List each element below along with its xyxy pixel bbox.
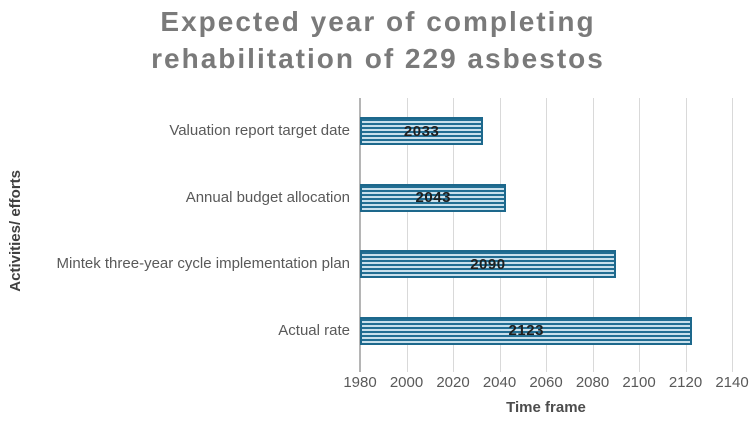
bar: 2033 <box>360 117 484 146</box>
x-tick-label: 2080 <box>575 374 610 391</box>
bar: 2043 <box>360 183 507 212</box>
category-label: Mintek three-year cycle implementation p… <box>56 255 350 273</box>
bar-value-label: 2033 <box>403 122 440 140</box>
bar-value-label: 2090 <box>470 255 506 273</box>
category-label: Valuation report target date <box>169 122 350 140</box>
gridline <box>685 98 687 372</box>
gridline <box>499 98 501 372</box>
chart-title: Expected year of completing rehabilitati… <box>151 6 605 74</box>
gridline <box>453 98 454 372</box>
x-tick-label: 2040 <box>482 374 517 391</box>
bar: 2090 <box>360 250 616 279</box>
gridline <box>732 98 733 372</box>
x-tick-label: 1980 <box>343 374 377 391</box>
x-axis-title: Time frame <box>506 399 586 416</box>
x-tick-label: 2020 <box>436 374 470 391</box>
x-tick-label: 2120 <box>668 374 703 391</box>
x-tick-label: 2060 <box>529 374 563 391</box>
x-tick-label: 2100 <box>622 374 656 391</box>
gridline <box>406 98 408 372</box>
category-label: Actual rate <box>278 321 350 339</box>
x-axis-tick-labels: 1980 2000 2020 2040 2060 2080 2100 2120 2140 <box>343 374 748 392</box>
category-axis-labels: Valuation report target date Annual budge… <box>0 98 350 364</box>
x-tick-label: 2000 <box>389 374 424 391</box>
gridline <box>546 98 547 372</box>
axis-line <box>359 98 361 372</box>
gridline <box>639 98 640 372</box>
bar-value-label: 2123 <box>508 322 544 340</box>
x-tick-label: 2140 <box>715 374 749 391</box>
gridline <box>592 98 594 372</box>
plot-area: 2033 2043 2090 2123 <box>359 98 733 372</box>
category-label: Annual budget allocation <box>185 188 350 206</box>
bar-value-label: 2043 <box>415 189 451 207</box>
bar: 2123 <box>360 316 693 345</box>
